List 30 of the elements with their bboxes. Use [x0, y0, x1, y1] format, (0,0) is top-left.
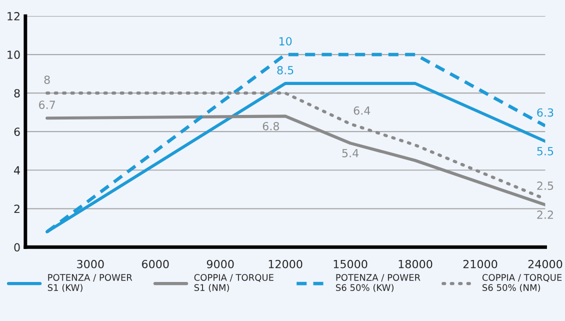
data-label: 10	[279, 37, 292, 46]
legend-label: POTENZA / POWER S6 50% (KW)	[336, 274, 420, 292]
x-tick-label: 6000	[142, 260, 169, 268]
legend-label: COPPIA / TORQUE S1 (NM)	[194, 274, 274, 292]
data-label: 2.5	[537, 182, 554, 190]
x-tick-label: 21000	[463, 260, 498, 268]
data-label: 8.5	[277, 66, 294, 74]
y-tick-label: 8	[14, 89, 20, 98]
x-tick-label: 24000	[528, 260, 562, 268]
data-label: 5.4	[342, 149, 359, 158]
data-label: 6.8	[262, 122, 280, 130]
x-tick-label: 18000	[398, 260, 432, 268]
data-label: 2.2	[537, 210, 553, 219]
legend-label: POTENZA / POWER S1 (KW)	[48, 274, 132, 292]
y-tick-label: 10	[8, 50, 20, 59]
y-tick-label: 4	[14, 166, 20, 174]
data-label: 6.7	[39, 100, 55, 110]
legend-label: COPPIA / TORQUE S6 50% (NM)	[482, 274, 562, 292]
data-label: 6.4	[354, 106, 370, 115]
y-tick-label: 6	[14, 128, 20, 136]
data-label: 8	[44, 76, 50, 84]
x-tick-label: 15000	[334, 260, 368, 268]
y-tick-label: 0	[14, 243, 20, 252]
x-tick-label: 3000	[77, 260, 104, 268]
x-tick-label: 9000	[206, 260, 234, 268]
x-tick-label: 12000	[268, 260, 302, 268]
y-tick-label: 12	[8, 12, 20, 20]
data-label: 6.3	[537, 108, 554, 117]
data-label: 5.5	[537, 147, 554, 156]
y-tick-label: 2	[14, 204, 20, 213]
